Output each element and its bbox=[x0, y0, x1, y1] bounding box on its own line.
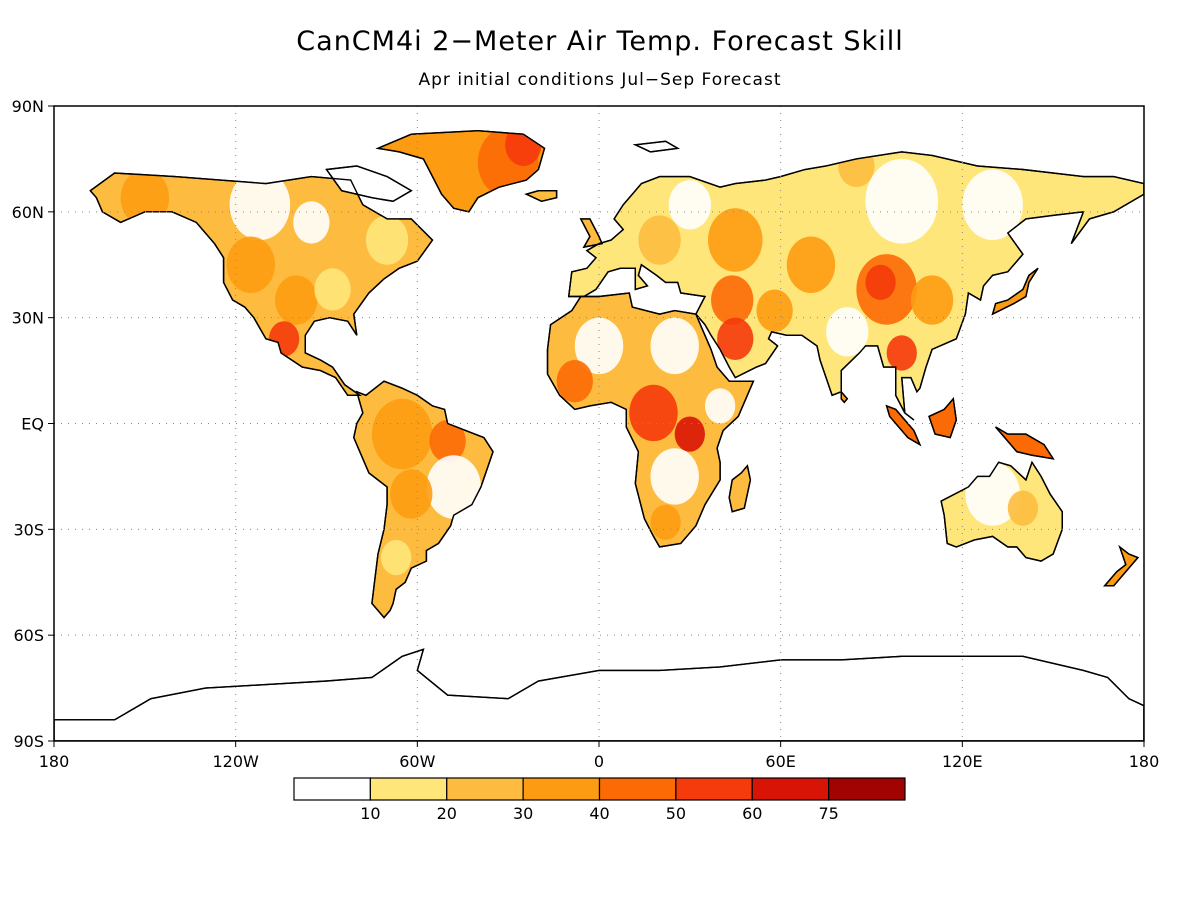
skill-patch bbox=[120, 169, 170, 226]
chart-title: CanCM4i 2−Meter Air Temp. Forecast Skill bbox=[296, 26, 904, 57]
landmass-sumatra bbox=[885, 404, 922, 447]
lat-tick-label: 30N bbox=[12, 309, 44, 328]
coastline-new-zealand bbox=[1103, 544, 1140, 587]
skill-patch bbox=[704, 388, 736, 424]
lon-tick-label: 180 bbox=[1129, 752, 1160, 771]
skill-patch bbox=[426, 455, 481, 519]
skill-patch bbox=[826, 307, 869, 357]
colorbar-label: 75 bbox=[818, 804, 838, 823]
coastline-africa bbox=[546, 292, 755, 548]
map-gridlines bbox=[54, 106, 1144, 741]
coastline-madagascar bbox=[728, 464, 752, 513]
skill-patch bbox=[708, 208, 763, 272]
landmass-japan bbox=[991, 267, 1039, 316]
lon-tick-label: 120E bbox=[942, 752, 983, 771]
latitude-labels: 90N 60N 30N EQ 30S 60S 90S bbox=[12, 97, 54, 751]
skill-patch bbox=[556, 360, 593, 403]
colorbar-label: 40 bbox=[589, 804, 609, 823]
colorbar-label: 30 bbox=[513, 804, 533, 823]
skill-patch bbox=[268, 321, 300, 357]
skill-patch bbox=[638, 215, 681, 265]
skill-patch bbox=[674, 416, 705, 452]
skill-patch bbox=[365, 215, 409, 265]
coastline-sumatra bbox=[885, 404, 922, 447]
skill-patch bbox=[293, 201, 330, 244]
skill-patch bbox=[668, 180, 712, 230]
lon-tick-label: 180 bbox=[39, 752, 70, 771]
skill-patch bbox=[886, 335, 917, 371]
landmass-madagascar bbox=[728, 464, 752, 513]
lat-tick-label: 30S bbox=[13, 520, 44, 539]
skill-patch bbox=[381, 539, 412, 576]
colorbar-swatch bbox=[828, 777, 906, 801]
lon-tick-label: 60E bbox=[765, 752, 795, 771]
coastline-svalbard bbox=[632, 140, 680, 153]
landmass-antarctica bbox=[54, 648, 1144, 741]
skill-patch bbox=[711, 275, 754, 325]
colorbar-swatch bbox=[598, 777, 677, 801]
skill-patch bbox=[314, 268, 351, 311]
chart-subtitle: Apr initial conditions Jul−Sep Forecast bbox=[418, 70, 782, 90]
skill-patch bbox=[865, 158, 939, 244]
lon-tick-label: 0 bbox=[594, 752, 604, 771]
skill-patch bbox=[838, 144, 875, 188]
skill-patch bbox=[275, 275, 318, 325]
skill-patch bbox=[965, 462, 1020, 526]
coastline-antarctica bbox=[54, 648, 1144, 741]
coastline-north-america bbox=[89, 172, 434, 396]
skill-patch bbox=[650, 448, 699, 505]
colorbar-swatch bbox=[293, 777, 371, 801]
skill-patch bbox=[629, 384, 678, 442]
skill-patch bbox=[429, 419, 466, 463]
colorbar-label: 50 bbox=[666, 804, 686, 823]
colorbar-label: 10 bbox=[360, 804, 380, 823]
skill-patch bbox=[962, 169, 1023, 241]
lat-tick-label: 60S bbox=[13, 626, 44, 645]
coastline-south-america bbox=[353, 380, 494, 619]
skill-patch bbox=[574, 317, 624, 375]
colorbar-swatch bbox=[675, 777, 753, 801]
colorbar-swatch bbox=[369, 777, 448, 801]
skill-patch bbox=[910, 275, 954, 325]
colorbar-label: 20 bbox=[437, 804, 457, 823]
skill-patch bbox=[650, 317, 699, 375]
skill-patch bbox=[390, 469, 433, 519]
colorbar-swatch bbox=[751, 777, 830, 801]
coastline-borneo bbox=[928, 397, 957, 439]
skill-patch bbox=[229, 169, 291, 241]
land-skill-layer bbox=[54, 129, 1144, 741]
skill-patch bbox=[371, 398, 433, 470]
coastline-greenland bbox=[375, 129, 546, 213]
skill-patch bbox=[226, 236, 276, 293]
skill-patch bbox=[786, 236, 836, 293]
skill-patch bbox=[717, 317, 754, 361]
skill-patch bbox=[505, 130, 542, 166]
colorbar: 10 20 30 40 50 60 75 bbox=[293, 777, 906, 823]
lat-tick-label: 90S bbox=[13, 732, 44, 751]
lon-tick-label: 60W bbox=[399, 752, 435, 771]
coastline-baffin bbox=[325, 165, 413, 202]
lon-tick-label: 120W bbox=[212, 752, 259, 771]
skill-patch bbox=[650, 504, 681, 540]
colorbar-label: 60 bbox=[742, 804, 762, 823]
skill-patch bbox=[865, 264, 896, 301]
coastline-sri-lanka bbox=[840, 389, 849, 404]
coastline-britain bbox=[579, 218, 604, 249]
lat-tick-label: EQ bbox=[21, 415, 44, 434]
lat-tick-label: 90N bbox=[12, 97, 44, 116]
lat-tick-label: 60N bbox=[12, 203, 44, 222]
coastline-japan bbox=[991, 267, 1039, 316]
longitude-labels: 180 120W 60W 0 60E 120E 180 bbox=[39, 741, 1160, 771]
coastline-new-guinea bbox=[995, 426, 1055, 460]
colorbar-swatch bbox=[446, 777, 524, 801]
skill-patch bbox=[1007, 490, 1039, 526]
skill-patch bbox=[756, 289, 793, 332]
skill-patches bbox=[120, 130, 1039, 576]
coastline-iceland bbox=[524, 189, 558, 202]
colorbar-swatch bbox=[522, 777, 601, 801]
